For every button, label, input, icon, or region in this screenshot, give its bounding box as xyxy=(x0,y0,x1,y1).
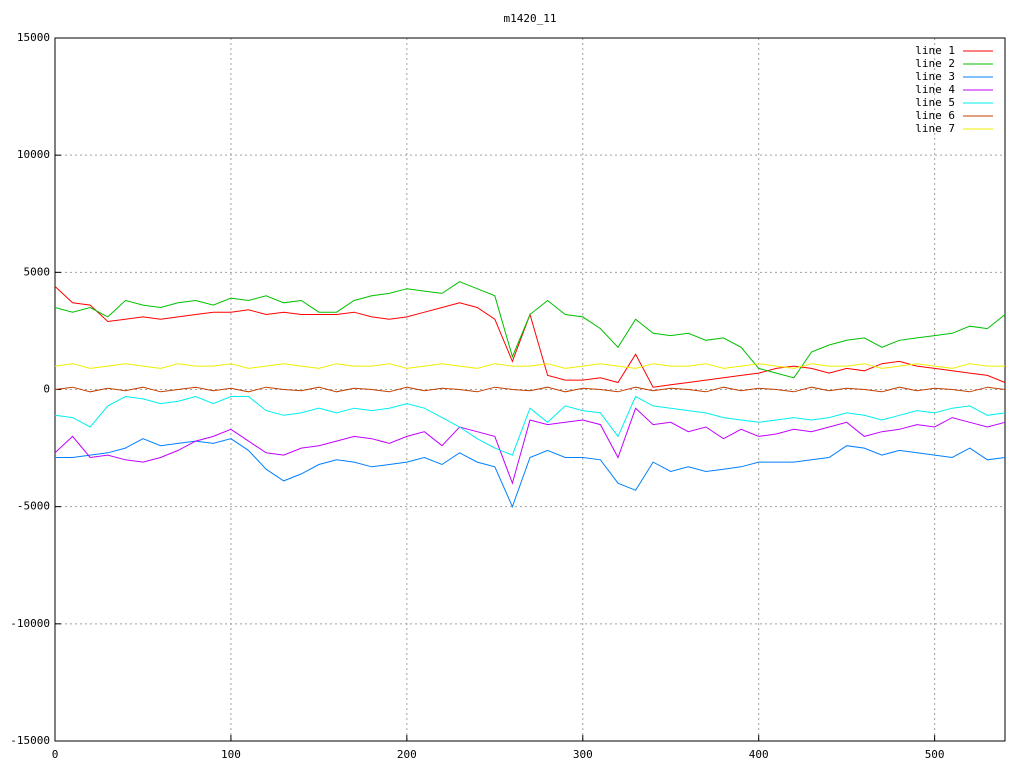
y-tick-label: 5000 xyxy=(24,265,51,278)
y-tick-label: 10000 xyxy=(17,148,50,161)
data-line xyxy=(54,281,1006,379)
data-line xyxy=(54,395,1006,456)
data-line xyxy=(54,286,1006,388)
data-line xyxy=(54,407,1006,485)
x-tick-label: 100 xyxy=(221,748,241,761)
legend-label: line 1 xyxy=(915,44,955,57)
data-line xyxy=(55,438,1006,509)
x-tick-label: 500 xyxy=(925,748,945,761)
legend-label: line 2 xyxy=(915,57,955,70)
data-line xyxy=(54,386,1006,393)
x-tick-label: 400 xyxy=(749,748,769,761)
y-tick-label: -15000 xyxy=(10,734,50,747)
x-tick-label: 300 xyxy=(573,748,593,761)
legend-label: line 3 xyxy=(915,70,955,83)
y-tick-label: 15000 xyxy=(17,31,50,44)
x-tick-label: 200 xyxy=(397,748,417,761)
y-tick-label: 0 xyxy=(43,383,50,396)
y-tick-label: -5000 xyxy=(17,500,50,513)
legend-label: line 4 xyxy=(915,83,955,96)
y-tick-label: -10000 xyxy=(10,617,50,630)
x-tick-label: 0 xyxy=(52,748,59,761)
legend-label: line 6 xyxy=(915,109,955,122)
legend-label: line 5 xyxy=(915,96,955,109)
data-line xyxy=(54,363,1005,369)
chart-title: m1420_11 xyxy=(504,12,557,25)
legend-label: line 7 xyxy=(915,122,955,135)
